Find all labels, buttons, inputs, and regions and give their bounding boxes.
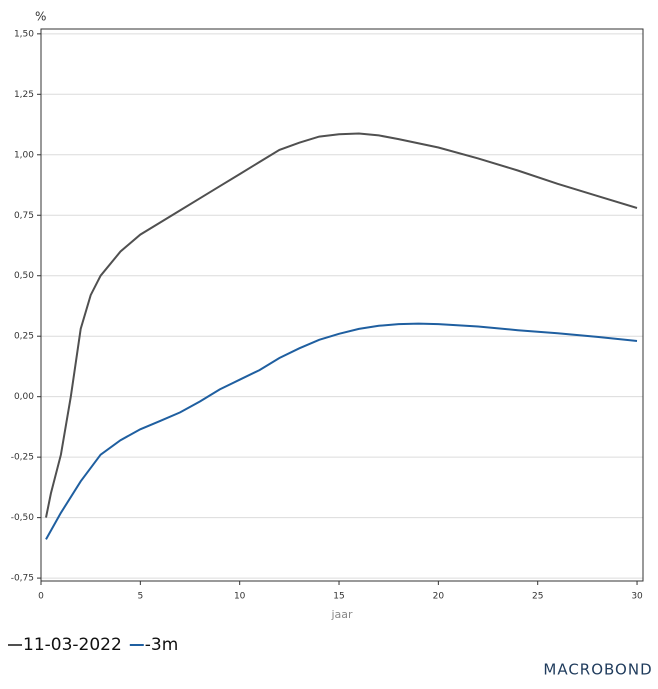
y-tick-label: 0,50 xyxy=(14,271,34,281)
y-tick-label: 1,00 xyxy=(14,150,34,160)
y-tick-label: -0,25 xyxy=(11,453,34,463)
y-tick-label: 0,00 xyxy=(14,392,34,402)
x-axis-label: jaar xyxy=(330,608,353,621)
legend-label: -3m xyxy=(145,635,179,655)
series-line xyxy=(45,132,638,518)
x-tick-label: 5 xyxy=(137,592,143,602)
legend-label: 11-03-2022 xyxy=(23,635,122,655)
x-tick-label: 15 xyxy=(333,592,344,602)
series-line xyxy=(45,322,638,540)
x-tick-label: 10 xyxy=(234,592,246,602)
x-tick-label: 30 xyxy=(631,592,643,602)
y-tick-label: 1,25 xyxy=(14,90,34,100)
y-tick-label: 0,75 xyxy=(14,211,34,221)
y-tick-label: -0,50 xyxy=(11,513,35,523)
brand-logo: MACROBOND xyxy=(543,661,652,679)
x-tick-label: 0 xyxy=(38,592,44,602)
y-unit: % xyxy=(35,10,46,24)
y-tick-label: 1,50 xyxy=(14,29,34,39)
x-tick-label: 25 xyxy=(532,592,543,602)
y-tick-label: -0,75 xyxy=(11,574,34,584)
x-tick-label: 20 xyxy=(433,592,445,602)
y-tick-label: 0,25 xyxy=(14,332,34,342)
plot-frame xyxy=(40,28,644,582)
